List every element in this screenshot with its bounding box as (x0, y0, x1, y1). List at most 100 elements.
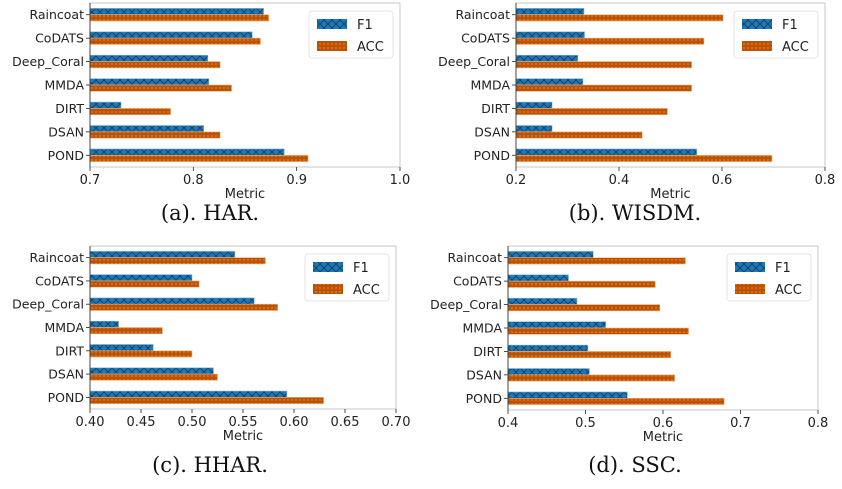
subplot-2: Raincoat CoDATS Deep_Coral MMDA DIRT DSAN POND… (12, 245, 410, 477)
legend-label-acc: ACC (353, 283, 380, 298)
bar-f1-mmda (89, 320, 119, 328)
category-label: Deep_Coral (430, 297, 502, 312)
bar-acc-codats (89, 37, 261, 45)
legend-swatch-f1 (742, 19, 772, 29)
subplot-3: Raincoat CoDATS Deep_Coral MMDA DIRT DSAN POND… (430, 245, 829, 477)
category-label: DSAN (474, 124, 510, 139)
legend-swatch-f1 (317, 19, 347, 29)
legend: F1 ACC (304, 253, 390, 302)
bar-acc-deep_coral (89, 303, 278, 311)
bar-f1-dsan (89, 367, 214, 375)
x-tick-label: 0.8 (815, 173, 836, 188)
legend-label-f1: F1 (357, 18, 373, 33)
bar-acc-raincoat (89, 257, 266, 265)
bar-acc-dirt (89, 350, 193, 358)
subplot-1: Raincoat CoDATS Deep_Coral MMDA DIRT DSAN POND… (438, 2, 836, 225)
category-label: DIRT (481, 101, 510, 116)
x-tick-label: 0.5 (575, 416, 596, 431)
category-label: POND (466, 391, 502, 406)
bar-f1-dsan (515, 125, 553, 133)
bar-acc-raincoat (89, 14, 270, 22)
category-label: CoDATS (35, 273, 84, 288)
bar-acc-deep_coral (515, 61, 692, 69)
bar-f1-pond (515, 148, 698, 156)
x-tick-label: 0.6 (712, 173, 733, 188)
x-axis-label: Metric (223, 429, 263, 444)
category-label: MMDA (470, 78, 510, 93)
category-label: Deep_Coral (438, 54, 510, 69)
x-axis-label: Metric (650, 187, 690, 202)
x-tick-label: 0.40 (76, 415, 105, 430)
bar-acc-mmda (89, 327, 163, 335)
category-label: CoDATS (461, 31, 510, 46)
x-tick-label: 0.9 (286, 173, 307, 188)
bar-f1-raincoat (515, 8, 585, 16)
bar-f1-deep_coral (507, 297, 578, 305)
bar-acc-pond (507, 397, 725, 405)
bar-acc-dsan (89, 373, 218, 381)
bar-f1-codats (507, 274, 569, 282)
bar-acc-dirt (507, 351, 672, 359)
x-tick-label: 0.8 (183, 173, 204, 188)
x-tick-label: 0.4 (498, 416, 519, 431)
legend-label-acc: ACC (775, 283, 802, 298)
category-label: MMDA (462, 321, 502, 336)
bar-f1-dirt (507, 344, 589, 352)
legend-label-f1: F1 (353, 261, 369, 276)
bar-acc-pond (515, 154, 773, 162)
bar-f1-pond (89, 390, 288, 398)
bar-acc-deep_coral (507, 304, 661, 312)
category-label: MMDA (44, 78, 84, 93)
legend-label-f1: F1 (782, 18, 798, 33)
category-label: MMDA (44, 320, 84, 335)
x-tick-label: 0.50 (178, 415, 207, 430)
x-axis-label: Metric (225, 187, 265, 202)
x-tick-label: 0.8 (808, 416, 829, 431)
category-label: Raincoat (455, 7, 510, 22)
category-label: Deep_Coral (12, 297, 84, 312)
legend: F1 ACC (308, 10, 394, 59)
bar-f1-dirt (89, 344, 154, 352)
bar-f1-pond (507, 391, 628, 399)
legend-swatch-acc (742, 41, 772, 51)
bar-acc-dirt (515, 108, 668, 116)
category-label: POND (48, 390, 84, 405)
bar-f1-raincoat (89, 8, 264, 16)
x-tick-label: 0.4 (609, 173, 630, 188)
x-tick-label: 0.60 (280, 415, 309, 430)
bar-f1-deep_coral (89, 54, 209, 62)
subplot-0: Raincoat CoDATS Deep_Coral MMDA DIRT DSAN POND… (12, 2, 411, 225)
x-tick-label: 0.2 (506, 173, 527, 188)
bar-acc-raincoat (507, 257, 686, 265)
category-label: Raincoat (29, 250, 84, 265)
category-label: DIRT (55, 343, 84, 358)
bar-acc-codats (89, 280, 200, 288)
legend-label-f1: F1 (775, 261, 791, 276)
bar-acc-mmda (515, 84, 692, 92)
x-tick-label: 0.45 (127, 415, 156, 430)
category-label: CoDATS (35, 31, 84, 46)
subplot-caption: (b). WISDM. (569, 201, 701, 225)
bar-acc-codats (515, 37, 705, 45)
legend-swatch-acc (317, 41, 347, 51)
bar-acc-codats (507, 280, 656, 288)
category-label: DSAN (466, 367, 502, 382)
x-tick-label: 0.65 (331, 415, 360, 430)
bar-f1-mmda (507, 321, 606, 329)
bar-f1-dirt (515, 101, 553, 109)
category-label: DSAN (48, 367, 84, 382)
x-tick-label: 0.7 (80, 173, 101, 188)
bar-acc-dsan (507, 374, 675, 382)
category-label: DSAN (48, 124, 84, 139)
bar-acc-deep_coral (89, 61, 221, 69)
subplot-caption: (a). HAR. (161, 201, 259, 225)
x-tick-label: 1.0 (390, 173, 411, 188)
subplot-caption: (c). HHAR. (152, 453, 268, 477)
legend: F1 ACC (733, 10, 819, 59)
subplot-caption: (d). SSC. (588, 453, 682, 477)
bar-f1-codats (515, 31, 585, 39)
bar-f1-mmda (515, 78, 584, 86)
bar-acc-raincoat (515, 14, 724, 22)
x-axis-label: Metric (643, 430, 683, 445)
